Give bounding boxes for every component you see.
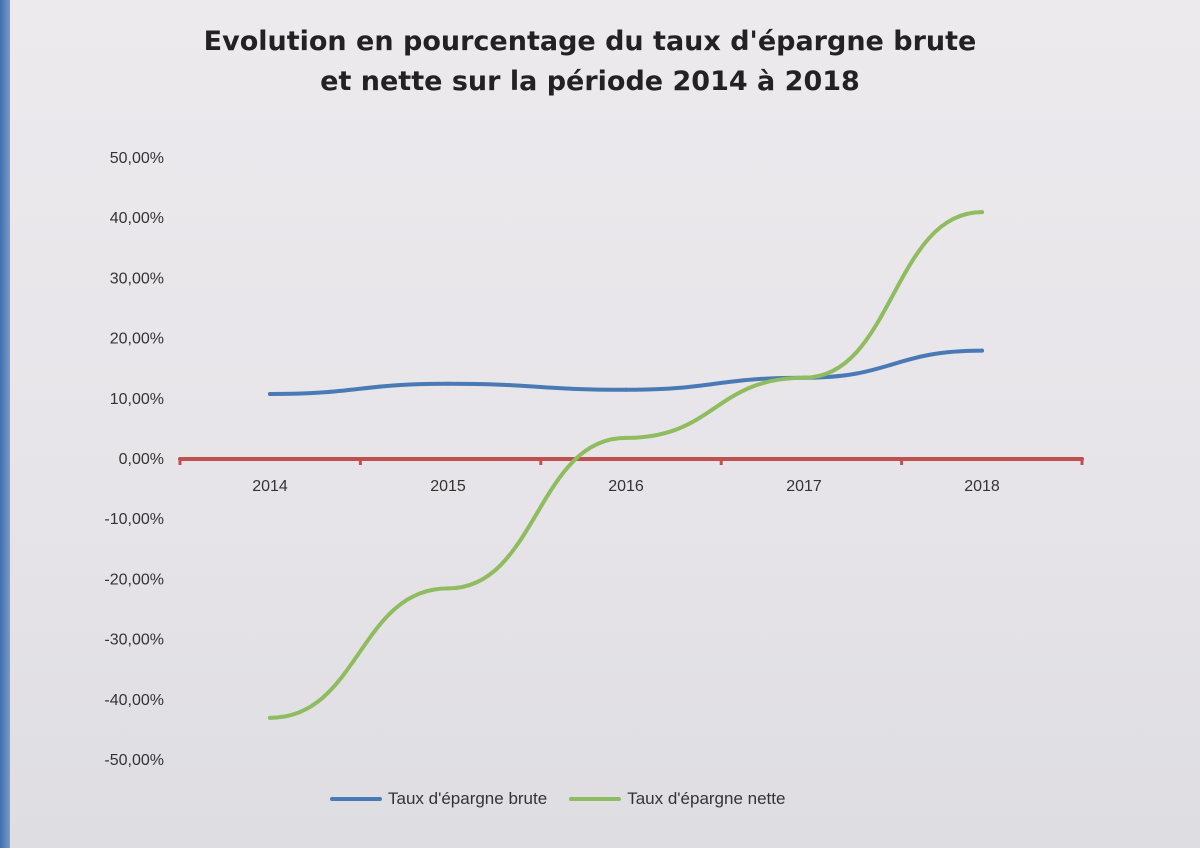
x-tick-label: 2015 bbox=[430, 478, 466, 495]
chart-legend: Taux d'épargne brute Taux d'épargne nett… bbox=[330, 786, 785, 812]
data-point-0-1 bbox=[446, 381, 450, 386]
y-tick-label: -20,00% bbox=[104, 571, 164, 588]
chart-title: Evolution en pourcentage du taux d'éparg… bbox=[150, 22, 1030, 102]
plot-area bbox=[268, 210, 984, 720]
data-point-0-0 bbox=[268, 391, 272, 396]
y-tick-label: 40,00% bbox=[110, 210, 164, 227]
legend-swatch-brute bbox=[330, 797, 382, 801]
x-tick-label: 2018 bbox=[964, 478, 1000, 495]
data-point-1-0 bbox=[268, 715, 272, 720]
x-tick-label: 2017 bbox=[786, 478, 822, 495]
y-tick-label: -30,00% bbox=[104, 632, 164, 649]
binder-edge bbox=[0, 0, 10, 848]
y-tick-label: 0,00% bbox=[119, 451, 164, 468]
y-tick-label: 50,00% bbox=[110, 150, 164, 167]
chart-title-line-1: Evolution en pourcentage du taux d'éparg… bbox=[203, 26, 977, 57]
y-tick-label: 20,00% bbox=[110, 331, 164, 348]
data-point-1-4 bbox=[980, 210, 984, 215]
y-tick-label: -10,00% bbox=[104, 511, 164, 528]
y-tick-label: 30,00% bbox=[110, 270, 164, 287]
x-axis: 2014 2015 2016 2017 2018 bbox=[178, 457, 1084, 495]
legend-item-brute: Taux d'épargne brute bbox=[330, 789, 547, 809]
data-point-1-1 bbox=[446, 586, 450, 591]
legend-swatch-nette bbox=[569, 797, 622, 801]
legend-label-nette: Taux d'épargne nette bbox=[627, 789, 786, 808]
series-line-1 bbox=[268, 210, 984, 720]
legend-label-brute: Taux d'épargne brute bbox=[388, 789, 548, 808]
data-point-0-2 bbox=[624, 387, 628, 392]
y-axis: 50,00% 40,00% 30,00% 20,00% 10,00% 0,00% -10,0… bbox=[104, 150, 164, 769]
chart-title-line-2: et nette sur la période 2014 à 2018 bbox=[320, 66, 860, 97]
y-tick-label: 10,00% bbox=[110, 391, 164, 408]
x-tick-label: 2014 bbox=[252, 478, 288, 495]
x-tick-label: 2016 bbox=[608, 478, 644, 495]
legend-item-nette: Taux d'épargne nette bbox=[569, 789, 785, 809]
y-tick-label: -40,00% bbox=[104, 692, 164, 709]
data-point-1-3 bbox=[802, 375, 806, 380]
data-point-1-2 bbox=[624, 435, 628, 440]
data-point-0-4 bbox=[980, 348, 984, 353]
y-tick-label: -50,00% bbox=[104, 752, 164, 769]
series-line-0 bbox=[268, 348, 984, 396]
